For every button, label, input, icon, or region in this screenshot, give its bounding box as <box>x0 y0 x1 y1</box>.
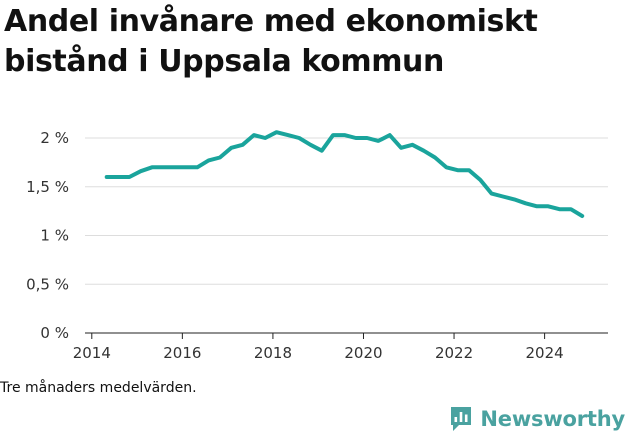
y-tick-label: 2 % <box>40 129 69 147</box>
x-tick-label: 2022 <box>435 344 473 362</box>
chart-title: Andel invånare med ekonomiskt bistånd i … <box>4 4 538 79</box>
bar-chart-speech-icon <box>451 407 472 431</box>
y-tick-label: 0,5 % <box>26 275 69 293</box>
y-tick-label: 0 % <box>40 324 69 342</box>
x-tick-label: 2018 <box>254 344 292 362</box>
brand-name: Newsworthy <box>480 407 625 431</box>
y-tick-label: 1,5 % <box>26 178 69 196</box>
footnote: Tre månaders medelvärden. <box>0 380 197 396</box>
y-tick-label: 1 % <box>40 227 69 245</box>
series-layer <box>104 130 585 218</box>
x-axis-ticks: 2014 2016 2018 2020 2022 2024 <box>73 333 564 362</box>
x-tick-label: 2016 <box>163 344 201 362</box>
grid-lines <box>85 137 608 285</box>
newsworthy-logo: Newsworthy <box>450 406 625 432</box>
x-tick-label: 2024 <box>526 344 564 362</box>
x-tick-label: 2014 <box>73 344 111 362</box>
x-tick-label: 2020 <box>344 344 382 362</box>
series-line <box>104 130 585 218</box>
y-axis-tick-labels: 0 % 0,5 % 1 % 1,5 % 2 % <box>26 129 69 342</box>
